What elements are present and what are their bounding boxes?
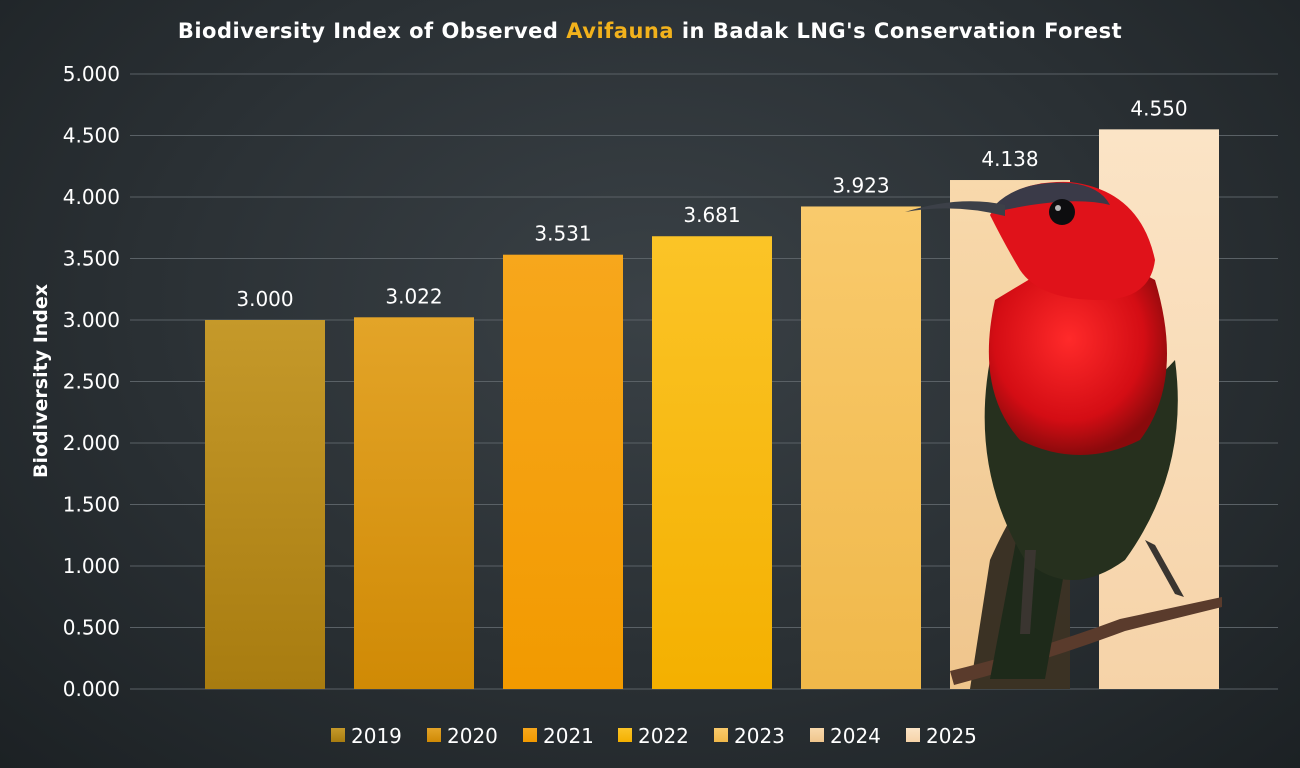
y-tick-label: 4.000 xyxy=(63,185,120,209)
legend-swatch-2022 xyxy=(618,728,632,742)
y-tick-label: 3.000 xyxy=(63,308,120,332)
legend-label-2022: 2022 xyxy=(638,724,689,748)
data-label-2022: 3.681 xyxy=(683,203,740,227)
y-tick-label: 4.500 xyxy=(63,124,120,148)
y-tick-label: 0.500 xyxy=(63,616,120,640)
chart-title-part-3: in Badak LNG's Conservation Forest xyxy=(674,19,1122,43)
bar-2023 xyxy=(801,206,921,689)
y-tick-label: 2.500 xyxy=(63,370,120,394)
bar-2021 xyxy=(503,254,623,689)
legend-label-2019: 2019 xyxy=(351,724,402,748)
y-axis-ticks: 0.000 0.500 1.000 1.500 2.000 2.500 3.000 3.500… xyxy=(63,62,120,701)
y-tick-label: 2.000 xyxy=(63,431,120,455)
y-tick-label: 1.500 xyxy=(63,493,120,517)
legend: 2019 2020 2021 2022 2023 2024 2025 xyxy=(331,724,977,748)
data-label-2021: 3.531 xyxy=(534,222,591,246)
data-label-2019: 3.000 xyxy=(236,287,293,311)
data-labels: 3.000 3.022 3.531 3.681 3.923 4.138 4.550 xyxy=(236,96,1187,311)
legend-label-2020: 2020 xyxy=(447,724,498,748)
data-label-2023: 3.923 xyxy=(832,173,889,197)
bar-2019 xyxy=(205,320,325,689)
chart-title-highlight: Avifauna xyxy=(566,19,674,43)
bar-2022 xyxy=(652,236,772,689)
legend-swatch-2024 xyxy=(810,728,824,742)
legend-swatch-2023 xyxy=(714,728,728,742)
y-tick-label: 5.000 xyxy=(63,62,120,86)
chart-title-part-1: Biodiversity Index of Observed xyxy=(178,19,566,43)
legend-swatch-2025 xyxy=(906,728,920,742)
chart-title: Biodiversity Index of Observed Avifauna … xyxy=(178,19,1122,43)
red-bird-illustration xyxy=(905,181,1222,689)
y-axis-label: Biodiversity Index xyxy=(30,284,52,478)
bar-2020 xyxy=(354,317,474,689)
y-tick-label: 0.000 xyxy=(63,677,120,701)
data-label-2025: 4.550 xyxy=(1130,96,1187,120)
legend-label-2023: 2023 xyxy=(734,724,785,748)
legend-label-2025: 2025 xyxy=(926,724,977,748)
y-tick-label: 1.000 xyxy=(63,554,120,578)
data-label-2020: 3.022 xyxy=(385,284,442,308)
legend-swatch-2021 xyxy=(523,728,537,742)
legend-swatch-2019 xyxy=(331,728,345,742)
legend-swatch-2020 xyxy=(427,728,441,742)
y-tick-label: 3.500 xyxy=(63,247,120,271)
legend-label-2021: 2021 xyxy=(543,724,594,748)
data-label-2024: 4.138 xyxy=(981,147,1038,171)
legend-label-2024: 2024 xyxy=(830,724,881,748)
